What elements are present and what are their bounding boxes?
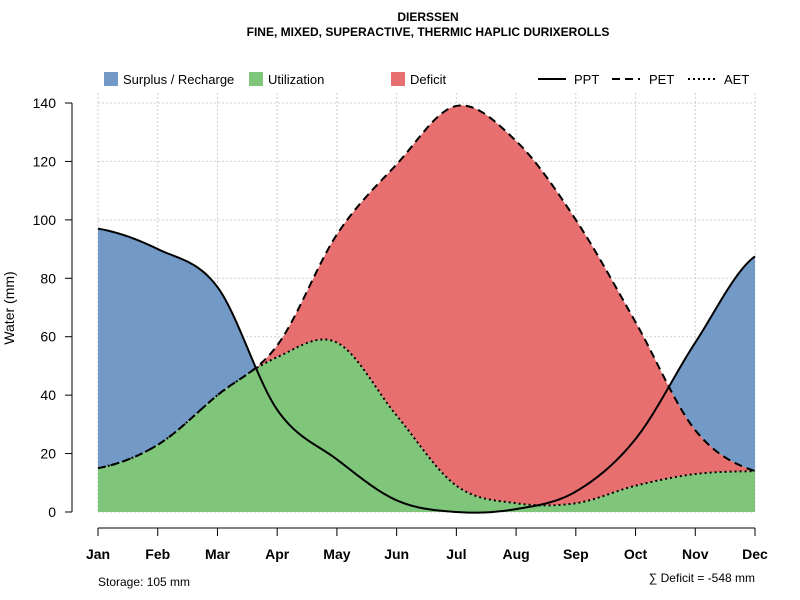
- chart-subtitle: FINE, MIXED, SUPERACTIVE, THERMIC HAPLIC…: [247, 25, 610, 39]
- series-line-pet: [97, 104, 756, 473]
- legend-label-utilization: Utilization: [268, 72, 324, 87]
- y-tick-label: 100: [33, 212, 57, 228]
- x-tick-label: Jul: [446, 546, 466, 562]
- legend: Surplus / Recharge Utilization Deficit P…: [104, 72, 749, 87]
- y-tick-label: 0: [48, 504, 56, 520]
- legend-label-aet: AET: [724, 72, 749, 87]
- series-lines: [97, 104, 756, 514]
- x-tick-label: Aug: [502, 546, 529, 562]
- chart-title: DIERSSEN: [397, 10, 458, 24]
- y-tick-label: 120: [33, 153, 57, 169]
- x-tick-label: Feb: [145, 546, 170, 562]
- y-tick-label: 140: [33, 95, 57, 111]
- y-tick-label: 60: [40, 329, 56, 345]
- utilization-area: [98, 339, 755, 513]
- y-tick-label: 20: [40, 446, 56, 462]
- x-tick-label: May: [323, 546, 350, 562]
- legend-swatch-surplus: [104, 72, 118, 86]
- x-tick-label: Mar: [205, 546, 230, 562]
- y-tick-label: 40: [40, 387, 56, 403]
- surplus-area: [98, 105, 755, 472]
- axes: 0 20 40 60 80 100 120 140 Jan Feb Mar Apr May Jun Jul A…: [33, 95, 768, 562]
- y-tick-label: 80: [40, 270, 56, 286]
- legend-label-surplus: Surplus / Recharge: [123, 72, 234, 87]
- x-tick-label: Nov: [682, 546, 709, 562]
- x-tick-label: Apr: [265, 546, 290, 562]
- x-tick-label: Jun: [384, 546, 409, 562]
- legend-swatch-utilization: [249, 72, 263, 86]
- series-line-ppt: [97, 227, 756, 514]
- y-axis-label: Water (mm): [1, 271, 17, 344]
- x-tick-label: Dec: [742, 546, 768, 562]
- x-tick-label: Sep: [563, 546, 589, 562]
- legend-swatch-deficit: [391, 72, 405, 86]
- legend-label-deficit: Deficit: [410, 72, 447, 87]
- deficit-area: [98, 105, 755, 506]
- area-fills: [98, 105, 755, 513]
- series-line-aet: [97, 338, 756, 507]
- legend-label-ppt: PPT: [574, 72, 599, 87]
- legend-label-pet: PET: [649, 72, 674, 87]
- base-et-area: [98, 369, 755, 513]
- x-tick-label: Jan: [86, 546, 110, 562]
- deficit-note: ∑ Deficit = -548 mm: [649, 571, 755, 585]
- x-tick-label: Oct: [624, 546, 648, 562]
- storage-note: Storage: 105 mm: [98, 575, 190, 589]
